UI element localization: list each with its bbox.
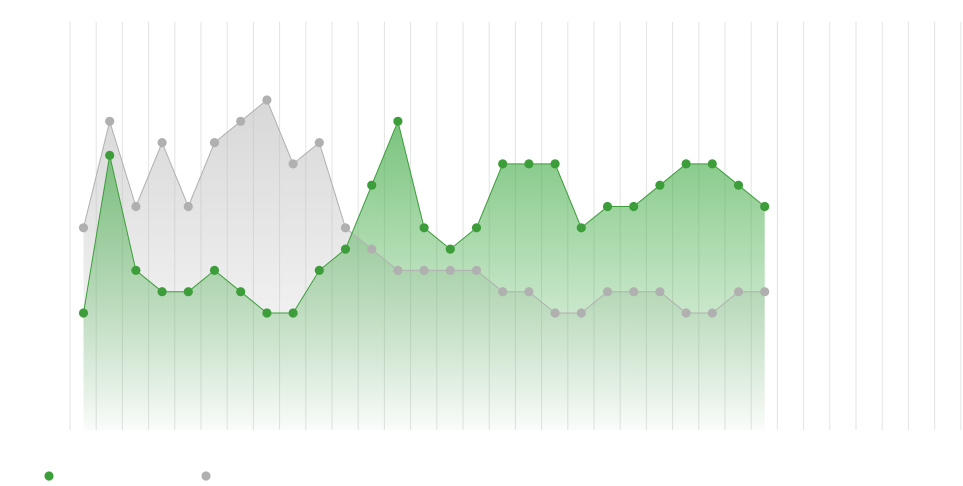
series-2-point-18[interactable] [524, 287, 534, 297]
series-2-point-6[interactable] [209, 138, 220, 148]
series-1-point-17[interactable] [498, 159, 508, 169]
series-2-point-3[interactable] [131, 201, 141, 212]
series-2-point-5[interactable] [183, 201, 193, 212]
series-1-point-8[interactable] [262, 308, 272, 318]
series-2-point-20[interactable] [576, 308, 586, 318]
series-2-point-11[interactable] [340, 223, 351, 233]
series-1-point-11[interactable] [340, 244, 351, 254]
series-2-point-16[interactable] [471, 265, 482, 275]
series-1-point-15[interactable] [445, 244, 455, 254]
series-2-point-25[interactable] [707, 308, 717, 318]
legend-marker-1[interactable] [44, 471, 54, 481]
series-1-point-1[interactable] [78, 308, 89, 318]
series-2-point-27[interactable] [760, 287, 770, 297]
series-2-point-24[interactable] [681, 308, 691, 318]
series-2-point-23[interactable] [655, 287, 665, 297]
series-1-point-19[interactable] [550, 159, 560, 169]
series-2-point-15[interactable] [445, 265, 455, 275]
series-2-point-7[interactable] [236, 116, 246, 126]
series-2-point-17[interactable] [498, 287, 508, 297]
series-2-point-19[interactable] [550, 308, 560, 318]
series-1-point-26[interactable] [733, 180, 744, 190]
series-1-point-25[interactable] [707, 159, 717, 169]
series-1-point-9[interactable] [288, 308, 298, 318]
series-1-point-10[interactable] [314, 265, 324, 275]
series-1-area [83, 121, 765, 431]
series-2-point-12[interactable] [367, 244, 377, 254]
series-1-point-3[interactable] [131, 265, 141, 275]
series-1-point-2[interactable] [105, 150, 115, 160]
series-1-point-13[interactable] [393, 116, 403, 126]
series-1-point-23[interactable] [655, 180, 665, 190]
series-1-point-12[interactable] [367, 180, 377, 190]
series-1-point-18[interactable] [524, 159, 534, 169]
series-2-point-4[interactable] [157, 138, 167, 148]
series-1-point-4[interactable] [157, 287, 167, 297]
series-1-point-14[interactable] [419, 223, 429, 233]
series-2-point-26[interactable] [733, 287, 744, 297]
series-2-point-13[interactable] [393, 265, 403, 275]
series-1-point-22[interactable] [629, 201, 639, 212]
series-1-point-21[interactable] [602, 201, 613, 212]
series-2-point-9[interactable] [288, 159, 298, 169]
series-1-point-6[interactable] [209, 265, 220, 275]
series-2-point-22[interactable] [629, 287, 639, 297]
series-2-point-1[interactable] [78, 223, 89, 233]
series-points [78, 95, 770, 318]
series-1-point-27[interactable] [760, 201, 770, 212]
series-1-point-5[interactable] [183, 287, 193, 297]
series-2-point-10[interactable] [314, 138, 324, 148]
series-1-point-20[interactable] [576, 223, 586, 233]
series-1-point-16[interactable] [471, 223, 482, 233]
series-2-point-8[interactable] [262, 95, 272, 105]
legend-marker-2[interactable] [201, 471, 211, 481]
series-areas [83, 100, 765, 431]
series-2-point-14[interactable] [419, 265, 429, 275]
series-2-point-21[interactable] [602, 287, 613, 297]
series-1-point-24[interactable] [681, 159, 691, 169]
legend [44, 471, 211, 481]
series-2-point-2[interactable] [105, 116, 115, 126]
series-1-point-7[interactable] [236, 287, 246, 297]
